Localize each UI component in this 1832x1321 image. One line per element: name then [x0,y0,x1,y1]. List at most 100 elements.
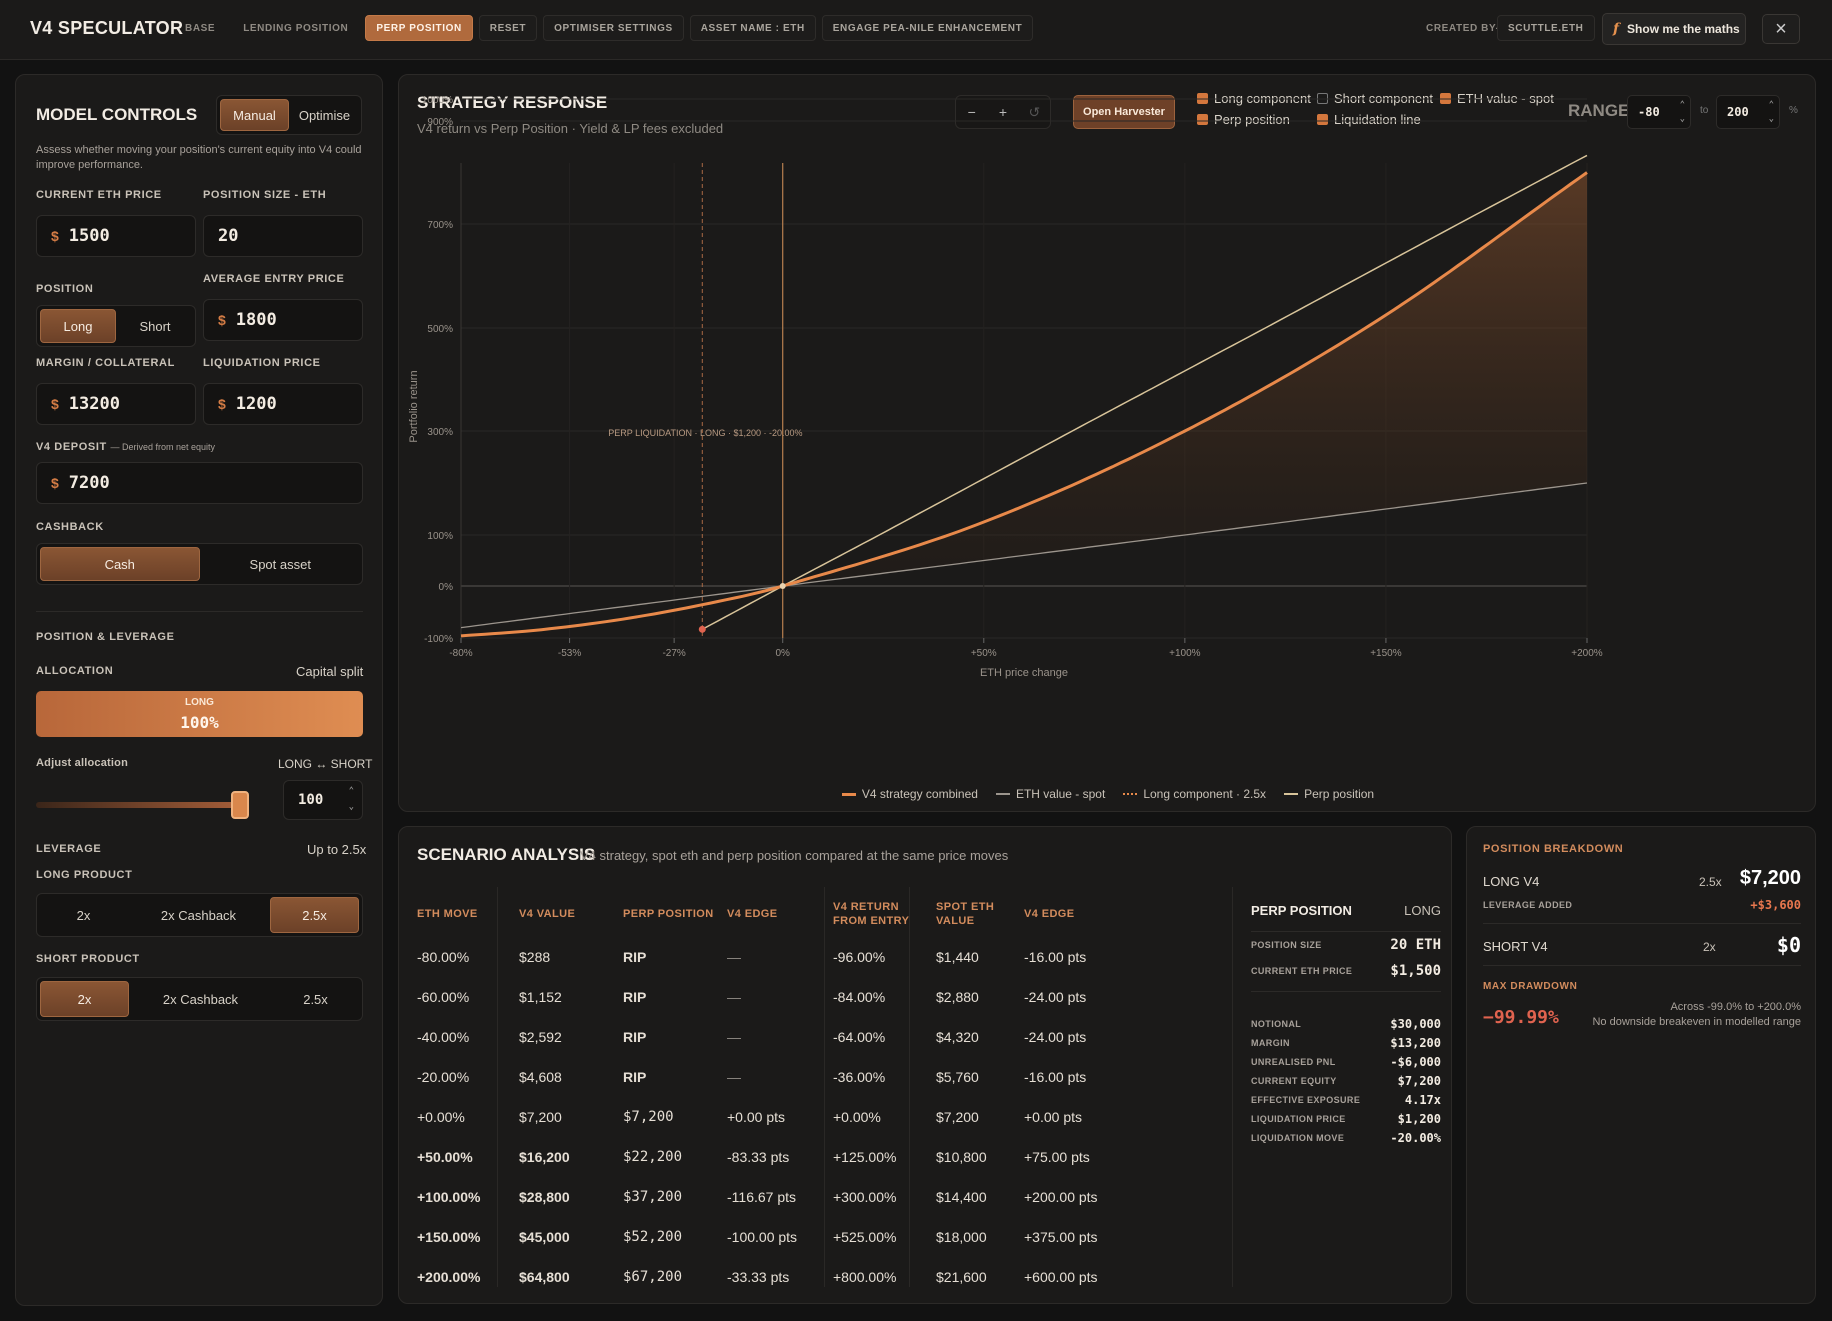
position-short[interactable]: Short [139,318,171,334]
open-harvester-button[interactable]: Open Harvester [1073,95,1175,129]
table-cell: — [727,989,741,1005]
table-cell: +75.00 pts [1024,1149,1090,1165]
short-2x[interactable]: 2x [40,981,129,1017]
table-cell: $4,608 [519,1069,562,1085]
table-cell: -16.00 pts [1024,1069,1087,1085]
short-2-5x[interactable]: 2.5x [303,991,328,1007]
perp-detail-row: LIQUIDATION PRICE $1,200 [1251,1112,1441,1126]
creator-link[interactable]: SCUTTLE.ETH [1497,15,1595,41]
adjust-allocation-label: Adjust allocation [36,757,129,769]
table-cell: -33.33 pts [727,1269,790,1285]
nav-perp-position[interactable]: PERP POSITION [365,15,473,41]
close-icon[interactable]: × [1762,14,1800,44]
reset-zoom-icon[interactable]: ↺ [1028,103,1041,120]
range-to-word: to [1700,105,1709,116]
legend-item: V4 strategy combined [841,787,978,801]
allocation-slider-thumb[interactable] [231,791,249,819]
table-row: -40.00% $2,592 RIP — -64.00% $4,320 -24.00 pts [417,1017,1120,1057]
perp-detail-value: $13,200 [1390,1036,1441,1050]
short-v4-mult: 2x [1703,940,1716,954]
table-cell: -84.00% [833,989,886,1005]
long-product-label: LONG PRODUCT [36,869,133,881]
liq-price-field[interactable]: $1200 [203,383,363,425]
table-cell: -60.00% [417,989,470,1005]
avg-entry-label: AVERAGE ENTRY PRICE [203,273,345,285]
nav-optimiser-settings[interactable]: OPTIMISER SETTINGS [543,15,684,41]
table-cell: +0.00% [417,1109,465,1125]
model-description: Assess whether moving your position's cu… [36,144,362,171]
nav-base[interactable]: BASE [185,22,216,34]
mode-optimise[interactable]: Optimise [298,107,351,123]
model-controls-panel: MODEL CONTROLS Manual Optimise Assess wh… [15,74,383,1306]
table-cell: — [727,1029,741,1045]
margin-label: MARGIN / COLLATERAL [36,357,175,369]
toggle-perp-position[interactable]: Perp position [1197,112,1290,127]
short-2x-cashback[interactable]: 2x Cashback [162,991,239,1007]
perp-size-value: 20 ETH [1390,937,1441,953]
perp-detail-row: EFFECTIVE EXPOSURE 4.17x [1251,1093,1441,1107]
toggle-liquidation-line[interactable]: Liquidation line [1317,112,1421,127]
perp-detail-label: LIQUIDATION PRICE [1251,1114,1346,1124]
table-cell: +100.00% [417,1189,481,1205]
liquidation-annotation: PERP LIQUIDATION · LONG · $1,200 · -20.0… [608,428,802,438]
perp-detail-row: MARGIN $13,200 [1251,1036,1441,1050]
nav-reset[interactable]: RESET [478,15,538,41]
perp-detail-value: -20.00% [1390,1131,1441,1145]
leverage-up-to: Up to 2.5x [307,842,367,857]
nav-lending-position[interactable]: LENDING POSITION [243,22,349,34]
table-cell: -24.00 pts [1024,989,1087,1005]
legend-swatch [1284,793,1299,795]
origin-point [779,583,786,589]
show-maths-button[interactable]: f Show me the maths [1602,13,1746,45]
position-long[interactable]: Long [40,309,116,343]
allocation-input[interactable]: 100 ⌃ ⌄ [283,780,363,820]
long-2x[interactable]: 2x [76,907,91,923]
scenario-header-6: V4 EDGE [1024,908,1075,920]
zoom-out-icon[interactable]: − [967,104,976,120]
table-cell: +600.00 pts [1024,1269,1098,1285]
stepper-icon[interactable]: ⌃ ⌄ [348,786,354,812]
table-cell: $288 [519,949,551,965]
mode-toggle: Manual Optimise [216,95,362,135]
mode-manual[interactable]: Manual [220,99,289,131]
margin-field[interactable]: $13200 [36,383,196,425]
v4-deposit-field[interactable]: $7200 [36,462,363,504]
cashback-spot-asset[interactable]: Spot asset [249,556,311,572]
range-from-input[interactable]: -80 ⌃ ⌄ [1627,95,1691,129]
long-2-5x[interactable]: 2.5x [270,897,359,933]
allocation-label: ALLOCATION [36,665,114,677]
y-tick-label: 500% [427,324,453,335]
current-eth-price-field[interactable]: $1500 [36,215,196,257]
table-cell: $4,320 [936,1029,979,1045]
zoom-in-icon[interactable]: + [998,104,1008,120]
range-unit: % [1789,105,1798,116]
x-tick-label: -53% [558,648,581,659]
range-to-input[interactable]: 200 ⌃ ⌄ [1716,95,1780,129]
nav-pea-nile[interactable]: ENGAGE PEA-NILE ENHANCEMENT [821,15,1034,41]
legend-label: ETH value - spot [1015,787,1106,801]
y-tick-label: 100% [427,531,453,542]
cashback-cash[interactable]: Cash [40,547,200,581]
table-cell: $45,000 [519,1229,570,1245]
table-cell: $5,760 [936,1069,979,1085]
table-cell: $18,000 [936,1229,987,1245]
avg-entry-field[interactable]: $1800 [203,299,363,341]
position-size-field[interactable]: 20 [203,215,363,257]
cashback-label: CASHBACK [36,521,104,533]
y-tick-label: -100% [424,634,453,645]
table-cell: +300.00% [833,1189,897,1205]
y-tick-label: 700% [427,220,453,231]
perp-price-label: CURRENT ETH PRICE [1251,966,1353,976]
perp-detail-label: LIQUIDATION MOVE [1251,1133,1345,1143]
max-dd-note-2: No downside breakeven in modelled range [1592,1016,1801,1028]
allocation-bar-label: LONG [185,697,214,708]
checkbox-icon [1197,114,1208,125]
zoom-controls: − + ↺ [955,95,1051,129]
allocation-slider-track[interactable] [36,802,248,808]
table-cell: $21,600 [936,1269,987,1285]
long-2x-cashback[interactable]: 2x Cashback [160,907,237,923]
table-cell: -116.67 pts [727,1189,797,1205]
nav-asset-name[interactable]: ASSET NAME : ETH [689,15,816,41]
table-cell: -80.00% [417,949,470,965]
table-cell: $16,200 [519,1149,570,1165]
